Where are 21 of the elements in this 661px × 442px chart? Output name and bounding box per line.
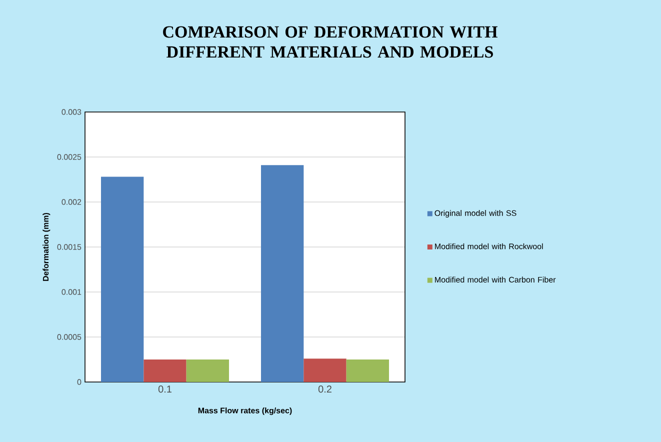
y-tick-label: 0.0005 xyxy=(57,334,82,340)
legend-label: Original model with SS xyxy=(434,210,516,218)
bar xyxy=(186,360,229,382)
x-tick-label: 0.2 xyxy=(318,386,332,393)
y-tick-label: 0 xyxy=(77,379,82,385)
x-axis-title: Mass Flow rates (kg/sec) xyxy=(198,407,292,415)
legend-label: Modified model with Rockwool xyxy=(435,243,543,250)
legend-label: Modified model with Carbon Fiber xyxy=(435,276,556,283)
y-tick-label: 0.0015 xyxy=(57,244,82,250)
y-axis-title: Deformation (mm) xyxy=(42,212,50,281)
y-tick-label: 0.003 xyxy=(62,109,82,115)
y-tick-label: 0.001 xyxy=(62,289,82,295)
bar xyxy=(144,360,186,382)
x-tick-label: 0.1 xyxy=(158,386,172,393)
bar xyxy=(261,165,304,382)
y-tick-label: 0.0025 xyxy=(57,154,82,160)
chart-title: COMPARISON OF DEFORMATION WITH DIFFERENT MATERIALS AND MODELS xyxy=(163,26,498,58)
y-tick-label: 0.002 xyxy=(62,199,82,205)
bar xyxy=(304,358,346,382)
bar xyxy=(346,360,390,382)
bar xyxy=(101,176,144,382)
